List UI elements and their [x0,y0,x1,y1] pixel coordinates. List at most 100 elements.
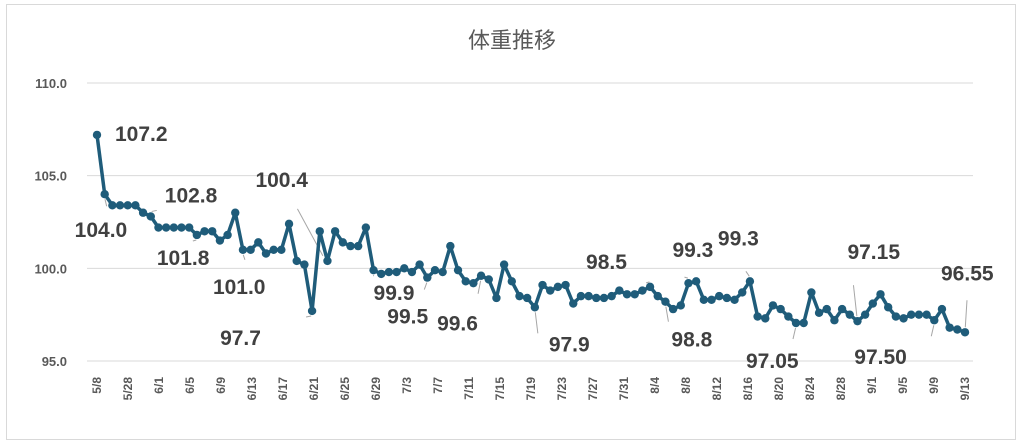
data-point [638,286,647,295]
data-point [223,230,232,240]
data-point [830,316,839,325]
data-point [161,223,171,232]
x-tick-label: 5/28 [121,377,135,401]
data-point [576,291,586,301]
data-point [584,291,593,301]
data-point [438,267,447,277]
data-label: 101.8 [157,247,210,270]
data-point [645,282,655,292]
leader-line [964,300,968,328]
data-point [907,310,916,319]
data-point [630,290,639,299]
y-tick-label: 95.0 [42,354,67,369]
data-point [522,293,532,303]
chart-frame: 体重推移 95.0 100.0 105.0 110.0 5/8 5/28 6/1 6/5 6/… [6,4,1016,440]
y-tick-label: 100.0 [34,261,67,276]
data-label: 97.15 [847,241,900,264]
data-point [615,286,624,295]
data-label: 102.8 [165,184,218,207]
data-point [100,190,109,199]
data-label: 97.7 [220,327,261,350]
data-point [745,277,755,286]
x-tick-label: 8/12 [710,377,724,401]
data-point [315,227,324,236]
leader-line [534,312,539,334]
x-tick-label: 8/20 [772,377,786,401]
x-tick-label: 6/9 [214,377,228,394]
data-label: 99.6 [437,313,478,336]
data-point [177,223,186,232]
x-tick-label: 7/23 [555,377,569,401]
data-point [469,278,478,288]
data-point [407,267,417,277]
leader-line [192,239,197,242]
data-point [346,241,355,251]
data-point [853,316,862,326]
data-point [960,328,970,337]
data-point [499,260,509,269]
data-point [507,277,516,286]
data-point [184,223,194,232]
leader-line [305,315,312,318]
data-point [837,304,847,314]
data-point [768,301,778,310]
data-point [530,303,540,312]
x-tick-label: 6/5 [183,377,197,394]
data-point [684,278,693,288]
x-tick-label: 7/31 [617,377,631,401]
data-point [200,227,209,236]
data-point [208,227,217,236]
data-point [707,295,716,305]
data-point [146,212,155,221]
data-point [261,249,271,258]
x-tick-label: 6/25 [338,377,352,401]
data-point [192,230,202,240]
data-point [353,241,363,251]
data-label: 97.9 [549,333,590,356]
data-point [945,323,954,332]
data-point [384,267,394,277]
leader-line [684,276,689,279]
data-point [592,293,601,303]
data-point [446,241,455,251]
data-label: 96.55 [941,262,994,285]
data-point [492,293,501,303]
y-tick-label: 105.0 [34,169,67,184]
leader-line [242,254,246,260]
x-tick-label: 8/28 [834,377,848,401]
x-tick-label: 7/27 [586,377,600,401]
data-point [307,306,317,316]
leader-line [792,327,797,340]
data-point [538,280,547,290]
data-label: 104.0 [75,219,128,242]
data-point [860,310,870,319]
x-tick-label: 6/1 [152,377,166,394]
data-point [92,130,102,140]
data-point [423,273,432,282]
data-point [761,314,770,323]
data-point [891,312,901,321]
data-point [377,269,386,279]
data-point [714,291,724,301]
data-point [883,303,893,312]
data-label: 99.3 [718,227,759,250]
data-point [231,208,240,217]
x-tick-label: 7/3 [400,377,414,394]
data-point [246,245,255,254]
data-point [699,295,709,305]
data-point [822,304,831,314]
data-point [484,275,493,284]
data-point [784,312,793,321]
data-point [131,201,140,210]
label-leader-lines [104,199,968,340]
data-point [277,245,286,254]
data-label: 107.2 [115,123,168,146]
data-point [730,295,739,305]
data-point [799,318,808,328]
data-point [845,310,854,319]
x-axis-ticks: 5/8 5/28 6/1 6/5 6/9 6/13 6/17 6/21 6/25 6/29 7/3 7… [90,377,972,401]
data-point [215,236,225,245]
data-point [330,227,340,236]
x-tick-label: 8/24 [803,377,817,401]
leader-line [151,209,157,212]
